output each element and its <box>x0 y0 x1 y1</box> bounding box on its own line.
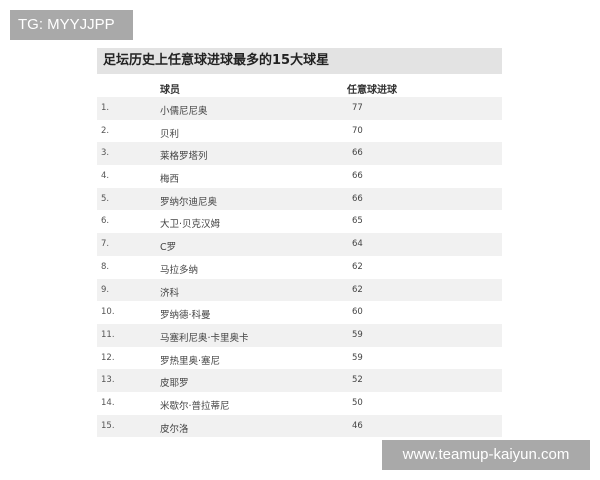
goals-cell: 62 <box>352 261 363 272</box>
header-player: 球员 <box>160 85 180 96</box>
rank-cell: 11. <box>101 329 115 340</box>
rank-cell: 4. <box>101 171 110 182</box>
goals-cell: 66 <box>352 193 363 204</box>
player-name-cell: 皮耶罗 <box>160 378 189 390</box>
table-title: 足坛历史上任意球进球最多的15大球星 <box>97 48 502 74</box>
player-name-cell: 贝利 <box>160 128 180 140</box>
goals-cell: 65 <box>352 216 363 227</box>
player-name-cell: 大卫·贝克汉姆 <box>160 219 221 231</box>
player-name-cell: 济科 <box>160 287 180 299</box>
table-body: 1. 小儒尼尼奥 77 2. 贝利 70 3. 莱格罗塔列 66 4. 梅西 66 5. 罗纳尔迪尼奥 66… <box>97 97 502 438</box>
table-row: 12. 罗热里奥·塞尼 59 <box>97 347 502 370</box>
goals-cell: 59 <box>352 352 363 363</box>
table-row: 10. 罗纳德·科曼 60 <box>97 301 502 324</box>
goals-cell: 70 <box>352 125 363 136</box>
player-name-cell: 米歇尔·普拉蒂尼 <box>160 400 230 412</box>
player-name-cell: 梅西 <box>160 174 180 186</box>
table-row: 14. 米歇尔·普拉蒂尼 50 <box>97 392 502 415</box>
player-name-cell: 罗纳尔迪尼奥 <box>160 196 218 208</box>
table-row: 4. 梅西 66 <box>97 165 502 188</box>
table-row: 1. 小儒尼尼奥 77 <box>97 97 502 120</box>
goals-cell: 64 <box>352 239 363 250</box>
rank-cell: 3. <box>101 148 110 159</box>
player-name-cell: 皮尔洛 <box>160 423 189 435</box>
goals-cell: 66 <box>352 148 363 159</box>
rank-cell: 2. <box>101 125 110 136</box>
goals-cell: 62 <box>352 284 363 295</box>
table-row: 5. 罗纳尔迪尼奥 66 <box>97 187 502 211</box>
player-name-cell: 小儒尼尼奥 <box>160 106 208 117</box>
rank-cell: 10. <box>101 307 115 318</box>
rank-cell: 15. <box>101 420 115 431</box>
table-row: 6. 大卫·贝克汉姆 65 <box>97 210 502 233</box>
header-goals: 任意球进球 <box>347 85 397 96</box>
rank-cell: 1. <box>101 103 110 113</box>
table-row: 7. C罗 64 <box>97 233 502 256</box>
player-name-cell: 马塞利尼奥·卡里奥卡 <box>160 332 249 344</box>
player-name-cell: C罗 <box>160 242 177 254</box>
goals-cell: 50 <box>352 397 363 408</box>
goals-cell: 46 <box>352 420 363 431</box>
table-row: 2. 贝利 70 <box>97 120 502 143</box>
goals-cell: 52 <box>352 375 363 386</box>
goals-cell: 60 <box>352 307 363 318</box>
table-row: 9. 济科 62 <box>97 278 502 302</box>
table-row: 11. 马塞利尼奥·卡里奥卡 59 <box>97 323 502 347</box>
table-row: 13. 皮耶罗 52 <box>97 369 502 392</box>
player-name-cell: 罗热里奥·塞尼 <box>160 355 221 367</box>
player-name-cell: 莱格罗塔列 <box>160 151 208 163</box>
goals-cell: 59 <box>352 329 363 340</box>
rank-cell: 5. <box>101 193 110 204</box>
table-row: 15. 皮尔洛 46 <box>97 414 502 438</box>
table-row: 3. 莱格罗塔列 66 <box>97 142 502 166</box>
watermark-top-left: TG: MYYJJPP <box>10 10 133 40</box>
rank-cell: 13. <box>101 375 115 386</box>
rank-cell: 12. <box>101 352 115 363</box>
rank-cell: 14. <box>101 397 115 408</box>
rank-cell: 9. <box>101 284 110 295</box>
table-header: 球员 任意球进球 <box>97 78 502 97</box>
goals-cell: 77 <box>352 103 363 113</box>
watermark-bottom-right: www.teamup-kaiyun.com <box>382 440 590 470</box>
rank-cell: 8. <box>101 261 110 272</box>
player-name-cell: 马拉多纳 <box>160 264 199 276</box>
player-name-cell: 罗纳德·科曼 <box>160 310 211 322</box>
rank-cell: 7. <box>101 239 110 250</box>
table-row: 8. 马拉多纳 62 <box>97 256 502 279</box>
rank-cell: 6. <box>101 216 110 227</box>
goals-cell: 66 <box>352 171 363 182</box>
